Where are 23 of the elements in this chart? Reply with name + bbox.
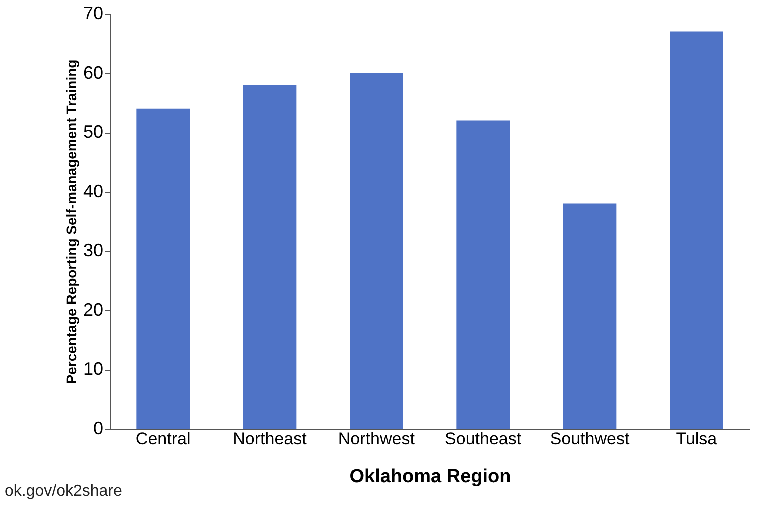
y-axis-title: Percentage Reporting Self-management Training bbox=[63, 60, 80, 384]
bar bbox=[243, 85, 297, 429]
bar bbox=[136, 108, 190, 429]
x-tick-label: Southwest bbox=[550, 430, 630, 448]
bar bbox=[670, 32, 724, 429]
y-tick-label: 50 bbox=[83, 122, 104, 142]
x-tick-label: Northeast bbox=[233, 430, 308, 448]
y-tick-label: 30 bbox=[83, 240, 104, 261]
x-tick-label: Southeast bbox=[445, 430, 522, 448]
y-tick-label: 10 bbox=[83, 359, 104, 380]
x-tick-label: Central bbox=[136, 430, 191, 448]
x-tick-label: Northwest bbox=[338, 430, 416, 448]
x-tick-label: Tulsa bbox=[676, 430, 718, 448]
y-tick-label: 0 bbox=[93, 418, 104, 438]
y-tick-label: 20 bbox=[83, 300, 104, 320]
bar bbox=[456, 120, 510, 429]
bar bbox=[350, 73, 404, 429]
bar bbox=[563, 204, 617, 429]
text: ok.gov/ok2share bbox=[5, 483, 123, 500]
y-tick-label: 70 bbox=[83, 4, 104, 24]
y-tick-label: 40 bbox=[83, 181, 104, 202]
y-tick-label: 60 bbox=[83, 62, 104, 83]
x-axis-title: Oklahoma Region bbox=[350, 466, 512, 488]
